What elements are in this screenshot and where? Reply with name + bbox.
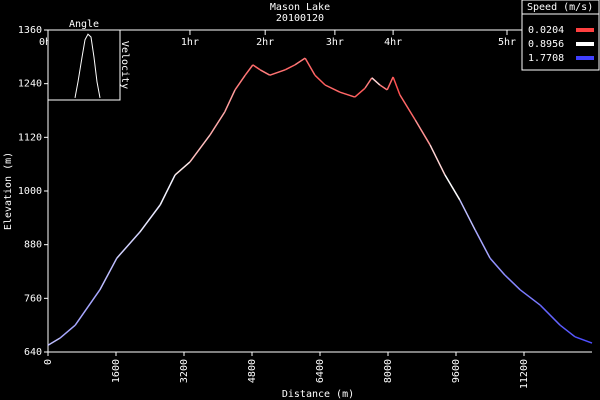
elevation-segment [392,76,401,96]
x-tick-label: 11200 [519,359,530,389]
inset-line [74,33,101,98]
x-tick-label: 1600 [111,359,122,383]
inset-y-label: Velocity [119,41,130,89]
elevation-segment [386,76,394,91]
legend-label: 0.8956 [528,39,564,50]
elevation-segment [371,77,381,86]
elevation-segment [252,64,261,71]
y-tick-label: 760 [24,293,42,304]
elevation-segment [74,289,101,326]
elevation-segment [159,174,176,206]
elevation-segment [519,289,541,306]
x-tick-label: 8000 [383,359,394,383]
elevation-segment [139,204,161,233]
elevation-segment [504,274,521,291]
elevation-segment [269,69,286,76]
elevation-segment [189,134,211,163]
y-tick-label: 1360 [18,25,42,36]
x-tick-label: 9600 [451,359,462,383]
elevation-segment [259,69,271,76]
elevation-segment [324,84,341,93]
elevation-segment [116,231,141,259]
elevation-segment [474,229,491,259]
inset-frame [47,29,121,101]
y-tick-label: 1000 [18,186,42,197]
elevation-segment [539,304,561,326]
elevation-segment [314,74,326,86]
x-tick-label: 3200 [179,359,190,383]
x-tick-label: 4800 [247,359,258,383]
elevation-segment [444,174,461,201]
y-tick-label: 1120 [18,132,42,143]
elevation-segment [379,84,388,91]
elevation-segment [244,64,254,76]
y-tick-label: 1240 [18,79,42,90]
elevation-segment [99,257,118,291]
elevation-segment [234,74,246,91]
elevation-segment [459,199,476,231]
legend-label: 0.0204 [528,25,564,36]
chart-title: Mason Lake [270,2,330,13]
elevation-segment [399,94,416,121]
top-tick-label: 1hr [181,37,199,48]
elevation-segment [429,144,446,176]
chart-subtitle: 20100120 [276,13,324,24]
elevation-segment [414,119,431,146]
x-tick-label: 6400 [315,359,326,383]
elevation-segment [574,336,593,344]
y-tick-label: 880 [24,240,42,251]
top-tick-label: 5hr [498,37,516,48]
legend-label: 1.7708 [528,53,564,64]
elevation-segment [209,111,226,136]
inset-title: Angle [69,19,99,30]
elevation-segment [559,324,576,338]
elevation-segment [294,57,306,66]
elevation-segment [489,257,506,276]
top-tick-label: 3hr [326,37,344,48]
legend-title: Speed (m/s) [527,2,593,13]
elevation-segment [224,89,236,113]
y-tick-label: 640 [24,347,42,358]
elevation-segment [339,91,356,98]
top-tick-label: 2hr [256,37,274,48]
elevation-segment [304,57,316,76]
x-tick-label: 0 [43,359,54,365]
y-axis-label: Elevation (m) [3,152,14,230]
elevation-segment [174,161,191,176]
elevation-segment [59,324,76,339]
top-tick-label: 4hr [384,37,402,48]
elevation-segment [284,64,296,71]
x-axis-label: Distance (m) [282,389,354,400]
elevation-segment [354,87,366,98]
elevation-segment [364,77,373,89]
elevation-segment [47,337,61,346]
